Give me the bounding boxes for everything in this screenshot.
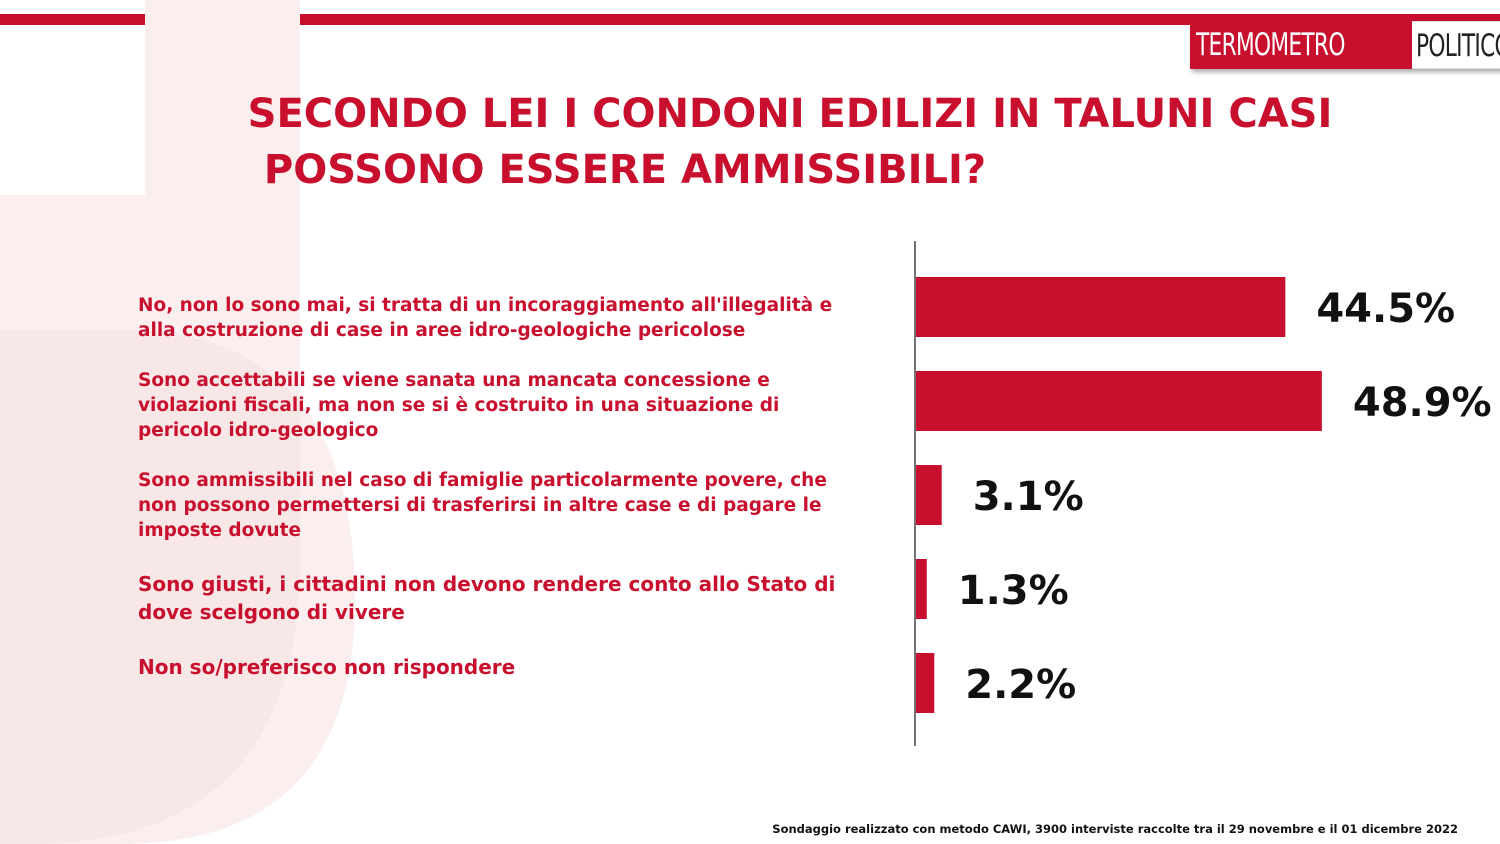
title-line-1: SECONDO LEI I CONDONI EDILIZI IN TALUNI … (247, 91, 1333, 137)
termometro-politico-logo: TERMOMETRO POLITICO (1190, 21, 1500, 69)
category-label-1-line-1: violazioni fiscali, ma non se si è costr… (138, 395, 780, 416)
data-label-0: 44.5% (1316, 286, 1455, 332)
category-label-3: Sono giusti, i cittadini non devono rend… (138, 570, 898, 626)
bar-4 (916, 653, 935, 713)
title-line-2: POSSONO ESSERE AMMISSIBILI? (263, 147, 987, 193)
category-label-2: Sono ammissibili nel caso di famiglie pa… (138, 468, 898, 543)
category-label-0: No, non lo sono mai, si tratta di un inc… (138, 293, 898, 343)
logo-red-part: TERMOMETRO (1190, 21, 1413, 69)
category-label-0-line-0: No, non lo sono mai, si tratta di un inc… (138, 295, 833, 316)
category-label-2-line-0: Sono ammissibili nel caso di famiglie pa… (138, 470, 827, 491)
category-label-4: Non so/preferisco non rispondere (138, 655, 898, 680)
bar-0 (916, 277, 1286, 337)
category-label-3-line-1: dove scelgono di vivere (138, 600, 405, 624)
category-label-4-line-0: Non so/preferisco non rispondere (138, 655, 516, 679)
category-label-2-line-1: non possono permettersi di trasferirsi i… (138, 495, 822, 516)
data-label-3: 1.3% (958, 568, 1069, 614)
data-label-2: 3.1% (973, 474, 1084, 520)
category-label-0-line-1: alla costruzione di case in aree idro-ge… (138, 320, 746, 341)
data-label-4: 2.2% (965, 662, 1076, 708)
survey-footnote: Sondaggio realizzato con metodo CAWI, 39… (772, 822, 1458, 836)
bar-3 (916, 559, 927, 619)
category-label-2-line-2: imposte dovute (138, 520, 301, 541)
category-label-1-line-0: Sono accettabili se viene sanata una man… (138, 370, 770, 391)
category-label-1: Sono accettabili se viene sanata una man… (138, 368, 898, 443)
chart-title: SECONDO LEI I CONDONI EDILIZI IN TALUNI … (90, 86, 1490, 198)
top-accent-bar (0, 14, 1500, 25)
bar-2 (916, 465, 942, 525)
bar-1 (916, 371, 1322, 431)
category-label-1-line-2: pericolo idro-geologico (138, 420, 379, 441)
logo-white-part: POLITICO (1412, 21, 1500, 69)
category-label-3-line-0: Sono giusti, i cittadini non devono rend… (138, 572, 836, 596)
data-label-1: 48.9% (1353, 380, 1492, 426)
